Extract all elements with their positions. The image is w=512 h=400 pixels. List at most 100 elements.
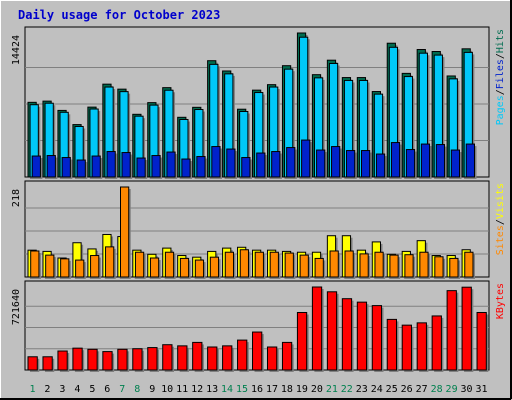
legend-hits-item-3: / xyxy=(495,53,506,59)
bar-hits-pages-day-7 xyxy=(121,152,133,179)
bar-visits-sites-day-26-body xyxy=(404,254,414,278)
bar-visits-sites-day-30 xyxy=(464,251,475,279)
bar-visits-sites-day-20-body xyxy=(314,257,324,278)
legend-hits-item-0: Pages xyxy=(495,95,506,125)
bar-hits-pages-day-11-body xyxy=(181,158,191,178)
y-tick-label-kbytes: 721640 xyxy=(11,289,22,325)
bar-kbytes-kbytes-day-9 xyxy=(147,347,160,372)
day-label-7: 7 xyxy=(119,384,125,395)
bar-kbytes-kbytes-day-14-body xyxy=(222,345,233,371)
bar-hits-pages-day-26-body xyxy=(405,149,416,178)
bar-visits-sites-day-28 xyxy=(434,256,446,279)
bar-kbytes-kbytes-day-5 xyxy=(87,348,100,372)
bar-visits-sites-day-25 xyxy=(389,254,401,279)
bar-kbytes-kbytes-day-7-body xyxy=(117,348,128,371)
bar-visits-sites-day-30-body xyxy=(464,251,474,278)
day-label-15: 15 xyxy=(236,384,248,395)
y-tick-label-visits: 218 xyxy=(11,189,22,207)
bar-hits-pages-day-17-body xyxy=(271,151,281,178)
bar-visits-sites-day-22 xyxy=(344,250,356,279)
bar-hits-pages-day-1-body xyxy=(31,155,41,178)
bar-visits-sites-day-14-body xyxy=(224,251,235,278)
bar-visits-sites-day-13 xyxy=(209,256,221,279)
day-label-12: 12 xyxy=(191,384,203,395)
bar-visits-sites-day-10 xyxy=(164,251,176,279)
bar-visits-sites-day-11 xyxy=(179,257,191,279)
bar-kbytes-kbytes-day-8-body xyxy=(132,348,143,371)
bar-kbytes-kbytes-day-10 xyxy=(162,344,174,372)
day-label-31: 31 xyxy=(475,384,487,395)
bar-visits-sites-day-14 xyxy=(224,251,236,279)
bar-visits-sites-day-12 xyxy=(194,259,206,279)
bar-visits-sites-day-5 xyxy=(90,255,101,279)
day-label-3: 3 xyxy=(59,384,65,395)
day-label-8: 8 xyxy=(134,384,140,395)
bar-visits-sites-day-24-body xyxy=(374,251,384,278)
bar-hits-pages-day-20-body xyxy=(316,149,326,178)
bar-visits-sites-day-19 xyxy=(299,254,311,279)
bar-visits-sites-day-1 xyxy=(30,250,41,279)
bar-visits-sites-day-25-body xyxy=(389,254,399,278)
bar-hits-pages-day-2 xyxy=(46,155,58,179)
bar-kbytes-kbytes-day-8 xyxy=(132,348,145,372)
legend-hits-item-2: Files xyxy=(495,59,506,89)
bar-kbytes-kbytes-day-5-body xyxy=(87,348,98,371)
bar-hits-pages-day-29 xyxy=(450,149,462,179)
bar-kbytes-kbytes-day-16-body xyxy=(252,331,263,371)
bar-kbytes-kbytes-day-3 xyxy=(57,350,70,372)
day-label-11: 11 xyxy=(176,384,188,395)
bar-kbytes-kbytes-day-31 xyxy=(476,311,489,372)
bar-visits-sites-day-23 xyxy=(359,253,371,279)
bar-kbytes-kbytes-day-4-body xyxy=(72,347,83,371)
bar-visits-sites-day-17-body xyxy=(269,251,279,278)
bar-kbytes-kbytes-day-1-body xyxy=(27,356,38,371)
bar-visits-sites-day-13-body xyxy=(209,256,220,278)
bar-kbytes-kbytes-day-28 xyxy=(431,315,444,372)
bar-kbytes-kbytes-day-26 xyxy=(401,324,414,372)
bar-kbytes-kbytes-day-13-body xyxy=(207,346,218,371)
bar-hits-pages-day-15-body xyxy=(241,157,251,178)
bar-visits-sites-day-8-body xyxy=(134,251,145,278)
bar-hits-pages-day-9 xyxy=(151,155,163,179)
bar-visits-sites-day-18 xyxy=(284,252,296,279)
bar-hits-pages-day-21-body xyxy=(331,146,341,178)
bar-visits-sites-day-21-body xyxy=(329,250,339,278)
bar-visits-sites-day-12-body xyxy=(194,259,205,278)
bar-visits-sites-day-11-body xyxy=(179,257,190,278)
bar-visits-sites-day-15 xyxy=(239,249,251,279)
day-label-5: 5 xyxy=(89,384,95,395)
bar-hits-pages-day-12-body xyxy=(196,156,206,178)
bar-visits-sites-day-29-body xyxy=(449,257,459,278)
day-label-13: 13 xyxy=(206,384,218,395)
bar-hits-pages-day-20 xyxy=(316,149,327,179)
bar-hits-pages-day-9-body xyxy=(151,155,161,178)
bar-hits-pages-day-4 xyxy=(76,159,88,179)
bar-hits-pages-day-2-body xyxy=(46,155,56,178)
bar-kbytes-kbytes-day-6-body xyxy=(102,351,113,371)
day-label-14: 14 xyxy=(221,384,233,395)
bar-visits-sites-day-4 xyxy=(75,259,86,279)
bar-visits-sites-day-4-body xyxy=(75,259,85,278)
day-label-26: 26 xyxy=(401,384,413,395)
y-tick-label-hits: 14424 xyxy=(11,35,22,65)
bar-kbytes-kbytes-day-18-body xyxy=(281,341,293,371)
day-label-24: 24 xyxy=(371,384,383,395)
bar-kbytes-kbytes-day-3-body xyxy=(57,350,68,371)
bar-hits-pages-day-5 xyxy=(91,155,103,179)
day-label-17: 17 xyxy=(266,384,278,395)
day-label-1: 1 xyxy=(29,384,35,395)
bar-kbytes-kbytes-day-15-body xyxy=(237,339,248,371)
bar-visits-sites-day-1-body xyxy=(30,250,40,278)
bar-kbytes-kbytes-day-2 xyxy=(42,356,55,372)
bar-kbytes-kbytes-day-14 xyxy=(222,345,234,372)
legend-visits-item-2: Visits xyxy=(495,183,506,219)
bar-kbytes-kbytes-day-22-body xyxy=(341,298,353,371)
bar-kbytes-kbytes-day-18 xyxy=(281,341,294,372)
bar-hits-pages-day-12 xyxy=(196,156,208,179)
bar-hits-pages-day-23-body xyxy=(360,150,371,178)
bar-hits-pages-day-21 xyxy=(331,146,342,179)
bar-hits-pages-day-16-body xyxy=(256,152,266,178)
bar-kbytes-kbytes-day-24-body xyxy=(371,305,383,371)
bar-hits-pages-day-7-body xyxy=(121,152,131,178)
bar-kbytes-kbytes-day-13 xyxy=(207,346,219,372)
